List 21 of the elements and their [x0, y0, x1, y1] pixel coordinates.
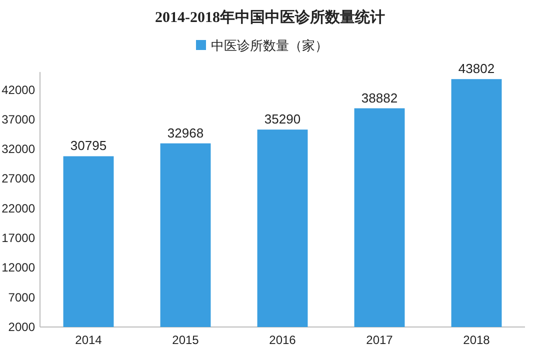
x-tick-label: 2016: [269, 333, 296, 347]
x-tick-label: 2014: [75, 333, 102, 347]
y-tick-label: 37000: [2, 112, 36, 126]
data-label: 38882: [361, 90, 398, 106]
legend-label: 中医诊所数量（家）: [211, 38, 328, 53]
y-tick-label: 2000: [8, 320, 36, 334]
y-tick-label: 22000: [2, 201, 36, 216]
y-tick-label: 27000: [2, 172, 36, 186]
y-tick-label: 7000: [8, 290, 36, 304]
y-tick-label: 32000: [2, 142, 36, 156]
y-tick-label: 42000: [2, 82, 36, 97]
y-tick-label: 12000: [2, 260, 36, 275]
x-tick-label: 2015: [172, 333, 200, 347]
data-label: 30795: [70, 138, 107, 154]
data-label: 32968: [167, 125, 204, 140]
data-label: 35290: [264, 112, 301, 127]
y-tick-label: 17000: [2, 231, 36, 246]
x-tick-label: 2017: [366, 333, 394, 347]
data-label: 43802: [458, 61, 495, 76]
chart-title: 2014-2018年中国中医诊所数量统计: [155, 9, 385, 26]
x-tick-label: 2018: [463, 333, 490, 347]
